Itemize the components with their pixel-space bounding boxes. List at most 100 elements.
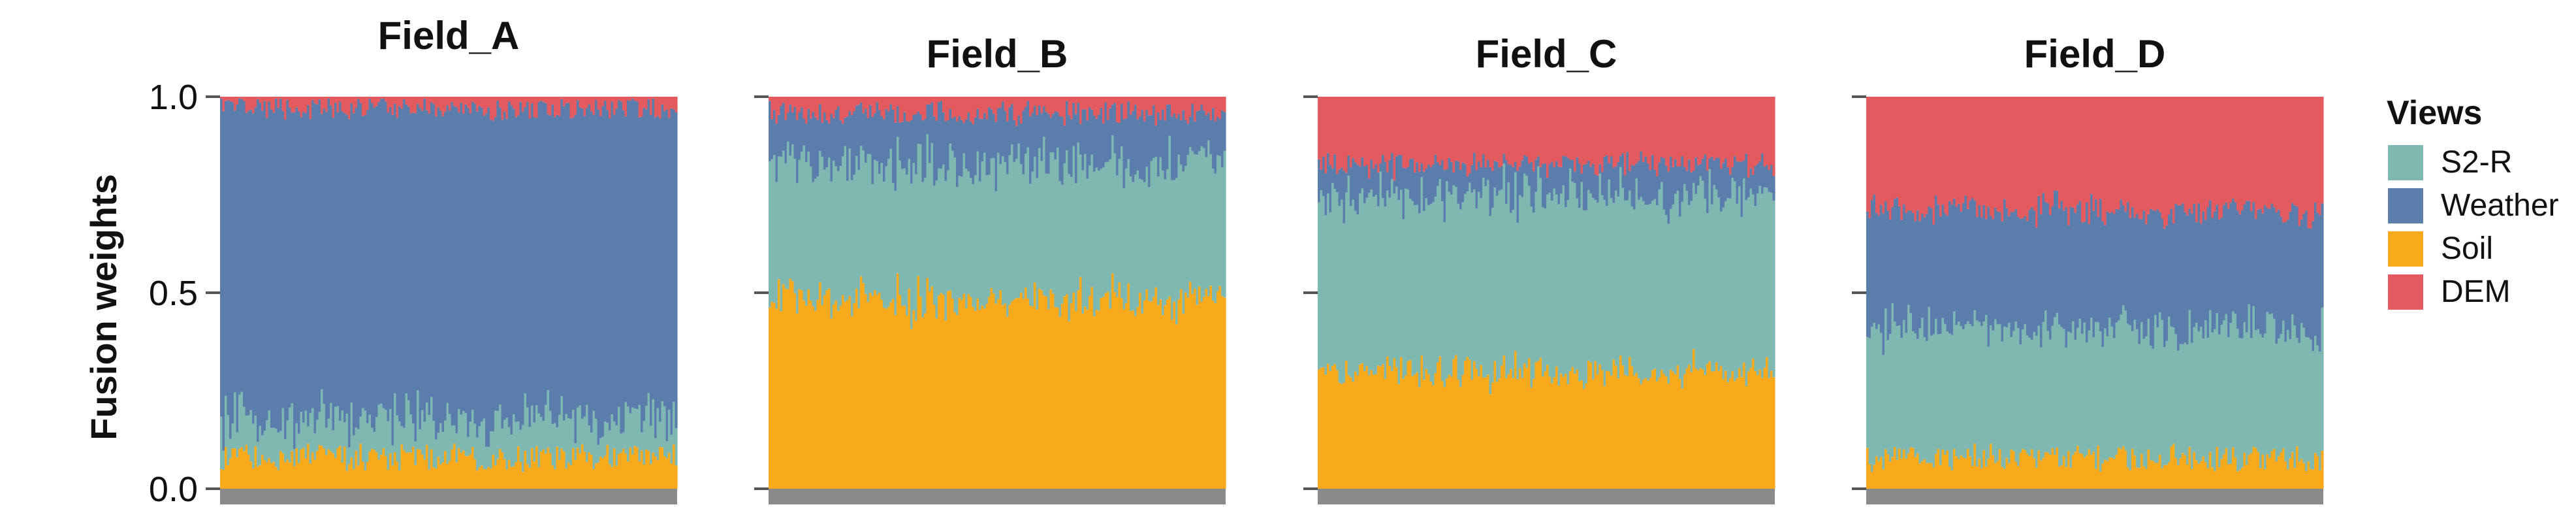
bar-segment-weather: [577, 100, 580, 408]
bar-segment-soil: [789, 278, 792, 489]
bar-segment-dem: [1745, 97, 1748, 154]
bar-segment-s2-r: [1214, 173, 1217, 303]
bar-segment-dem: [1418, 97, 1422, 172]
bar-segment-dem: [606, 97, 609, 110]
bar-segment-soil: [1757, 375, 1760, 489]
bar-segment-s2-r: [1429, 204, 1433, 382]
legend-swatch-weather: [2388, 188, 2423, 223]
bar-segment-weather: [1026, 101, 1030, 148]
bar-segment-soil: [499, 448, 502, 489]
bar-segment-dem: [670, 97, 673, 108]
bar-segment-weather: [798, 112, 801, 160]
bar-segment-dem: [1644, 97, 1647, 157]
bar-segment-s2-r: [844, 146, 847, 302]
bar-segment-soil: [1322, 367, 1326, 489]
bar-segment-s2-r: [426, 403, 429, 445]
panel-field_d: Field_D: [1852, 32, 2324, 504]
bar-segment-dem: [597, 97, 600, 110]
bar-segment-dem: [1990, 97, 1993, 216]
bar-segment-soil: [1516, 379, 1519, 489]
bar-segment-soil: [1043, 295, 1046, 489]
bar-segment-soil: [2246, 465, 2249, 489]
bar-segment-dem: [1574, 97, 1577, 172]
bar-segment-s2-r: [2001, 341, 2004, 467]
bar-segment-s2-r: [1186, 154, 1190, 298]
bar-segment-s2-r: [2044, 310, 2048, 452]
bar-segment-soil: [2095, 468, 2098, 489]
bar-segment-dem: [1980, 97, 1984, 218]
bar-segment-dem: [1487, 97, 1490, 160]
bar-segment-weather: [631, 98, 635, 408]
bar-segment-soil: [652, 452, 655, 489]
bar-segment-soil: [1132, 310, 1135, 489]
y-tick-label: 1.0: [149, 78, 198, 117]
bar-segment-dem: [1081, 97, 1085, 110]
bar-segment-s2-r: [897, 137, 900, 274]
bar-segment-weather: [1093, 115, 1096, 172]
bar-segment-dem: [1670, 97, 1673, 157]
bar-segment-dem: [368, 97, 372, 99]
bar-segment-s2-r: [556, 427, 559, 447]
bar-segment-weather: [650, 114, 653, 426]
bar-segment-weather: [1747, 177, 1751, 197]
bar-segment-soil: [2316, 455, 2319, 489]
bar-segment-dem: [1546, 97, 1550, 178]
bar-segment-soil: [1434, 372, 1437, 489]
bar-segment-dem: [665, 97, 669, 110]
bar-segment-dem: [1505, 97, 1508, 161]
bar-segment-weather: [345, 114, 349, 414]
bar-segment-weather: [528, 118, 532, 427]
bar-segment-soil: [1766, 357, 1769, 489]
bar-segment-soil: [1969, 456, 1972, 489]
bar-segment-s2-r: [1935, 318, 1938, 454]
bar-segment-weather: [615, 108, 618, 426]
bar-segment-soil: [1653, 369, 1657, 489]
bar-segment-s2-r: [1102, 167, 1105, 297]
bar-segment-soil: [1768, 378, 1771, 489]
bar-segment-soil: [1930, 463, 1933, 489]
bar-segment-dem: [2022, 97, 2025, 219]
bar-segment-dem: [652, 97, 655, 99]
bar-segment-soil: [1384, 379, 1387, 489]
bar-segment-s2-r: [1104, 162, 1107, 293]
bar-segment-soil: [1884, 449, 1888, 489]
bar-segment-soil: [574, 459, 577, 489]
bar-segment-weather: [599, 116, 603, 438]
bar-segment-s2-r: [2063, 329, 2066, 456]
bar-segment-soil: [2145, 468, 2148, 489]
bar-segment-weather: [1690, 172, 1693, 201]
bar-segment-soil: [439, 465, 443, 489]
bar-segment-s2-r: [1370, 189, 1373, 370]
bar-segment-s2-r: [279, 431, 283, 452]
bar-segment-weather: [2156, 209, 2159, 328]
bar-segment-dem: [1116, 97, 1119, 122]
bar-segment-weather: [1523, 155, 1527, 174]
bar-segment-weather: [917, 111, 920, 144]
bar-segment-soil: [1752, 358, 1755, 489]
bar-segment-soil: [908, 288, 911, 489]
bar-segment-weather: [343, 113, 347, 423]
bar-segment-weather: [275, 99, 278, 429]
bar-segment-s2-r: [1450, 195, 1454, 377]
bar-segment-dem: [1066, 97, 1069, 101]
bar-segment-soil: [1471, 379, 1474, 489]
bar-segment-soil: [1036, 309, 1039, 489]
bar-segment-s2-r: [236, 432, 239, 457]
bar-segment-dem: [2259, 97, 2263, 209]
bar-segment-dem: [362, 97, 365, 116]
bar-segment-soil: [2218, 467, 2221, 489]
bar-segment-weather: [1191, 103, 1194, 152]
bar-segment-soil: [2284, 461, 2287, 489]
bar-segment-weather: [1159, 120, 1162, 157]
bar-segment-weather: [1113, 103, 1117, 154]
bar-segment-s2-r: [1157, 176, 1160, 306]
bar-segment-soil: [892, 299, 895, 489]
bar-segment-weather: [778, 114, 781, 157]
bar-segment-s2-r: [1667, 223, 1670, 384]
bar-segment-soil: [1534, 362, 1538, 489]
bar-segment-s2-r: [1141, 180, 1144, 314]
bar-segment-dem: [1459, 97, 1463, 171]
bar-segment-dem: [257, 97, 260, 99]
bar-segment-weather: [1482, 154, 1486, 178]
bar-segment-dem: [1457, 97, 1460, 161]
